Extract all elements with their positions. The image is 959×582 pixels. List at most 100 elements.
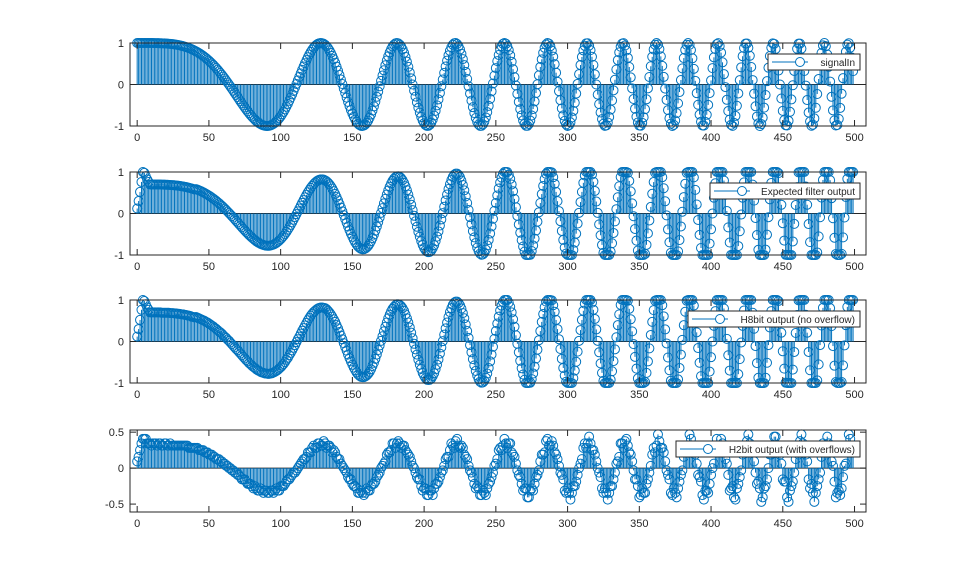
stem-marker — [574, 463, 585, 474]
stem-marker — [645, 61, 656, 72]
stem-marker — [678, 192, 689, 203]
stem-marker — [482, 483, 493, 494]
stem-marker — [588, 59, 599, 70]
stem-marker — [370, 353, 381, 364]
stem-marker — [836, 483, 847, 494]
stem-marker — [510, 458, 521, 469]
stem-marker — [704, 238, 715, 249]
stem-marker — [558, 234, 569, 245]
stem-marker — [409, 85, 420, 96]
stem-marker — [404, 67, 415, 78]
stem-marker — [786, 481, 797, 492]
stem-marker — [604, 112, 615, 123]
stem-marker — [726, 483, 737, 494]
stem-marker — [572, 346, 583, 357]
stem-marker — [506, 179, 517, 190]
stem-marker — [663, 352, 674, 363]
stem-marker — [463, 332, 474, 343]
stem-marker — [774, 79, 785, 90]
stem-marker — [505, 173, 516, 184]
stem-marker — [456, 175, 467, 186]
stem-marker — [585, 438, 596, 449]
stem-marker — [434, 472, 445, 483]
legend: signalIn — [767, 53, 861, 71]
stem-marker — [631, 235, 642, 246]
stem-marker — [687, 53, 698, 64]
stem-marker — [535, 456, 546, 467]
x-tick-label: 300 — [558, 261, 576, 273]
stem-marker — [529, 361, 540, 372]
stem-marker — [648, 177, 659, 188]
stem-marker — [693, 214, 704, 225]
stem-marker — [487, 78, 498, 89]
stem-marker — [338, 83, 349, 94]
stem-marker — [443, 451, 454, 462]
stem-marker — [571, 88, 582, 99]
stem-marker — [685, 45, 696, 56]
stem-marker — [485, 228, 496, 239]
stem-marker — [776, 199, 787, 210]
stem-marker — [729, 117, 740, 128]
stem-marker — [485, 476, 496, 487]
stem-marker — [516, 235, 527, 246]
stem-marker — [486, 472, 497, 483]
stem-marker — [652, 39, 663, 50]
stem-marker — [575, 60, 586, 71]
stem-marker — [619, 40, 630, 51]
stem-marker — [452, 39, 463, 50]
stem-marker — [645, 460, 656, 471]
stem-marker — [447, 39, 458, 50]
stem-marker — [736, 209, 747, 220]
legend-label: H8bit output (no overflow) — [740, 315, 855, 326]
stem-marker — [673, 246, 684, 257]
stem-marker — [604, 487, 615, 498]
stem-marker — [278, 106, 289, 117]
stem-marker — [750, 213, 761, 224]
stem-marker — [730, 110, 741, 121]
stem-marker — [661, 338, 672, 349]
stem-marker — [571, 476, 582, 487]
stem-marker — [836, 88, 847, 99]
stem-marker — [657, 442, 668, 453]
stem-marker — [754, 483, 765, 494]
stem-marker — [762, 357, 773, 368]
stem-marker — [763, 340, 774, 351]
stem-marker — [800, 80, 811, 91]
x-tick-label: 350 — [630, 261, 648, 273]
legend-marker — [703, 444, 713, 454]
stem-marker — [531, 472, 542, 483]
stem-marker — [516, 363, 527, 374]
stem-marker — [706, 469, 717, 480]
legend-box — [709, 182, 861, 200]
legend-marker — [715, 314, 725, 324]
stem-marker — [370, 476, 381, 487]
series-h2 — [132, 429, 859, 507]
stem-marker — [694, 357, 705, 368]
x-tick-label: 0 — [134, 518, 140, 530]
stem-marker — [287, 217, 298, 228]
stem-marker — [368, 478, 379, 489]
stem-marker — [549, 306, 560, 317]
stem-marker — [548, 172, 559, 183]
stem-marker — [490, 458, 501, 469]
stem-marker — [456, 303, 467, 314]
stem-marker — [838, 232, 849, 243]
stem-marker — [439, 460, 450, 471]
stem-marker — [437, 74, 448, 85]
stem-marker — [460, 319, 471, 330]
legend-label: Expected filter output — [761, 187, 855, 198]
stem-marker — [436, 214, 447, 225]
stem-marker — [509, 193, 520, 204]
stem-marker — [460, 451, 471, 462]
stem-marker — [406, 327, 417, 338]
stem-marker — [608, 227, 619, 238]
stem-marker — [288, 214, 299, 225]
stem-marker — [670, 115, 681, 126]
stem-marker — [835, 490, 846, 501]
stem-marker — [759, 102, 770, 113]
stem-marker — [565, 117, 576, 128]
stem-marker — [658, 71, 669, 82]
stem-marker — [624, 447, 635, 458]
stem-marker — [694, 229, 705, 240]
stem-marker — [575, 458, 586, 469]
